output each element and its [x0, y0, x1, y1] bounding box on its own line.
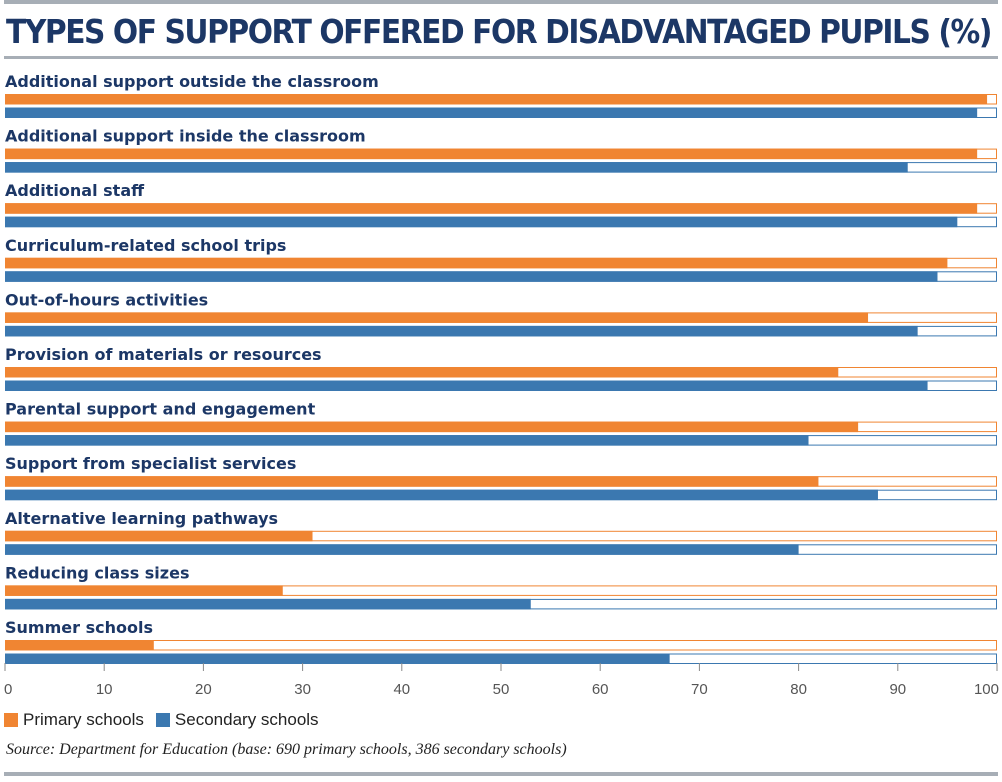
- chart-title: TYPES OF SUPPORT OFFERED FOR DISADVANTAG…: [6, 12, 992, 51]
- axis-tick-label: 60: [592, 681, 609, 698]
- legend-item-secondary: Secondary schools: [155, 710, 319, 730]
- source-note: Source: Department for Education (base: …: [6, 741, 567, 758]
- category-label: Additional support inside the classroom: [5, 127, 366, 146]
- bar-secondary: [5, 489, 878, 501]
- bar-secondary: [5, 653, 670, 664]
- category-label: Curriculum-related school trips: [5, 236, 286, 255]
- legend-label-secondary: Secondary schools: [174, 710, 319, 729]
- bar-primary: [5, 476, 819, 487]
- bar-primary: [5, 203, 978, 214]
- category-label: Support from specialist services: [5, 454, 296, 473]
- bar-primary: [5, 94, 988, 105]
- bar-secondary: [5, 162, 908, 173]
- category-label: Additional staff: [5, 181, 145, 200]
- legend-swatch-secondary: [155, 713, 170, 727]
- legend-label-primary: Primary schools: [23, 710, 144, 729]
- bar-primary: [5, 421, 859, 433]
- axis-tick-label: 100: [974, 681, 999, 698]
- legend: Primary schools Secondary schools: [4, 708, 331, 732]
- bar-primary: [5, 312, 869, 323]
- bar-chart: Additional support outside the classroom…: [4, 72, 999, 698]
- bar-primary: [5, 585, 283, 596]
- bar-secondary: [5, 271, 938, 282]
- title-rule: [4, 56, 998, 59]
- bar-track-primary: [5, 640, 997, 651]
- bar-primary: [5, 367, 839, 378]
- bar-secondary: [5, 435, 809, 446]
- top-rule: [4, 0, 998, 4]
- axis-tick-label: 40: [393, 681, 410, 698]
- bottom-rule: [4, 772, 998, 776]
- category-label: Parental support and engagement: [5, 400, 316, 419]
- category-label: Reducing class sizes: [5, 563, 189, 582]
- bar-primary: [5, 530, 313, 542]
- category-label: Summer schools: [5, 618, 153, 637]
- axis-tick-label: 70: [691, 681, 708, 698]
- bar-secondary: [5, 107, 978, 118]
- bar-primary: [5, 640, 154, 651]
- axis-tick-label: 90: [889, 681, 906, 698]
- bar-secondary: [5, 216, 958, 228]
- bar-primary: [5, 148, 978, 160]
- bar-secondary: [5, 544, 799, 555]
- axis-tick-label: 10: [96, 681, 113, 698]
- bar-secondary: [5, 325, 918, 337]
- legend-item-primary: Primary schools: [4, 710, 144, 730]
- bar-secondary: [5, 380, 928, 391]
- legend-swatch-primary: [4, 713, 18, 727]
- axis-tick-label: 30: [294, 681, 311, 698]
- category-label: Provision of materials or resources: [5, 345, 322, 364]
- axis-tick-label: 50: [493, 681, 510, 698]
- bar-primary: [5, 257, 948, 269]
- bar-secondary: [5, 598, 531, 610]
- axis-tick-label: 20: [195, 681, 212, 698]
- category-label: Out-of-hours activities: [5, 290, 208, 309]
- category-label: Additional support outside the classroom: [5, 72, 379, 91]
- category-label: Alternative learning pathways: [5, 509, 278, 528]
- axis-tick-label: 0: [4, 681, 12, 698]
- axis-tick-label: 80: [790, 681, 807, 698]
